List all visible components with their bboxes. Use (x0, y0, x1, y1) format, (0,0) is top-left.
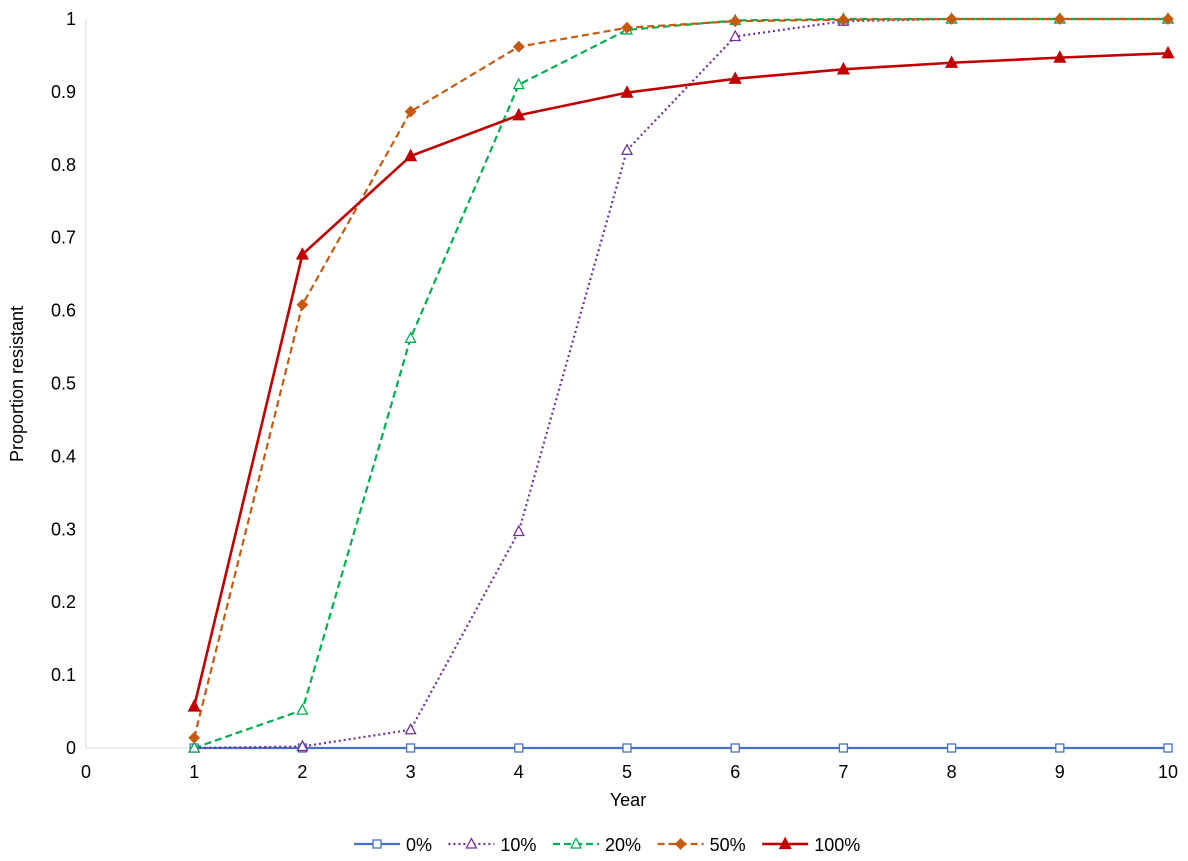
data-point (836, 61, 850, 75)
legend-item: 20% (553, 835, 641, 855)
y-tick-label: 1 (66, 9, 76, 29)
x-tick-label: 6 (730, 762, 740, 782)
legend-label: 10% (500, 835, 536, 855)
x-tick-label: 4 (514, 762, 524, 782)
legend-label: 20% (605, 835, 641, 855)
legend-item: 10% (448, 835, 536, 855)
y-axis-title: Proportion resistant (7, 306, 27, 462)
data-point (1055, 743, 1065, 753)
y-tick-label: 0 (66, 738, 76, 758)
series-4 (187, 45, 1175, 712)
legend-item: 50% (657, 835, 746, 855)
data-point (514, 743, 524, 753)
legend-marker (674, 838, 687, 850)
series-0 (189, 743, 1173, 753)
data-point (1053, 13, 1066, 25)
data-point (1161, 45, 1175, 59)
data-point (728, 71, 742, 84)
data-point (945, 55, 959, 68)
legend-marker (569, 837, 583, 849)
data-point (512, 77, 525, 90)
legend-label: 100% (814, 835, 860, 855)
series-2 (188, 12, 1175, 753)
data-point (188, 741, 201, 753)
y-tick-label: 0.3 (51, 519, 76, 539)
data-point (512, 524, 525, 537)
data-point (620, 85, 634, 98)
data-point (838, 743, 849, 753)
data-point (946, 743, 957, 753)
data-point (837, 13, 850, 26)
x-tick-label: 2 (297, 762, 307, 782)
series-line (192, 51, 1169, 707)
data-point (296, 739, 309, 752)
y-tick-label: 0.8 (51, 155, 76, 175)
data-point (404, 148, 418, 162)
data-point (622, 743, 632, 753)
data-point (945, 13, 958, 25)
x-axis-title: Year (610, 790, 646, 810)
axes-layer: 00.10.20.30.40.50.60.70.80.910 1 2 3 4 5 6 7 8 9 1… (51, 9, 1178, 782)
data-point (729, 15, 742, 28)
data-point (404, 722, 417, 735)
legend: 0% 10% 20% 50% 100% (354, 835, 860, 855)
data-point (512, 107, 526, 121)
data-point (296, 703, 309, 715)
series-line (193, 17, 1168, 739)
data-point (187, 699, 201, 712)
x-tick-label: 9 (1055, 762, 1065, 782)
legend-item: 0% (354, 835, 432, 855)
data-point (1053, 50, 1067, 63)
series-line (194, 17, 1168, 750)
x-tick-label: 10 (1158, 762, 1178, 782)
legend-marker (778, 836, 792, 850)
y-tick-label: 0.4 (51, 446, 76, 466)
x-tick-label: 7 (838, 762, 848, 782)
y-tick-label: 0.7 (51, 228, 76, 248)
legend-marker (465, 837, 478, 849)
data-point (404, 331, 417, 343)
y-tick-label: 0.5 (51, 374, 76, 394)
y-tick-label: 0.6 (51, 301, 76, 321)
x-tick-label: 8 (947, 762, 957, 782)
data-point (404, 105, 417, 118)
legend-label: 50% (710, 835, 746, 855)
legend-marker (372, 839, 382, 849)
series-1 (188, 12, 1175, 753)
x-tick-label: 3 (406, 762, 416, 782)
data-point (188, 731, 201, 744)
series-layer (187, 12, 1175, 753)
y-tick-label: 0.9 (51, 82, 76, 102)
x-tick-label: 1 (189, 762, 199, 782)
data-point (512, 40, 525, 53)
data-point (405, 743, 416, 753)
data-point (296, 298, 309, 311)
series-line (193, 17, 1168, 750)
data-point (1162, 13, 1174, 25)
data-point (295, 247, 309, 260)
series-3 (188, 13, 1174, 744)
legend-label: 0% (406, 835, 432, 855)
data-point (621, 21, 633, 34)
y-tick-label: 0.2 (51, 592, 76, 612)
y-tick-label: 0.1 (51, 665, 76, 685)
data-point (1163, 743, 1173, 753)
data-point (730, 743, 740, 753)
x-tick-label: 0 (81, 762, 91, 782)
x-tick-label: 5 (622, 762, 632, 782)
legend-item: 100% (762, 835, 860, 855)
data-point (729, 29, 742, 42)
data-point (620, 143, 634, 155)
